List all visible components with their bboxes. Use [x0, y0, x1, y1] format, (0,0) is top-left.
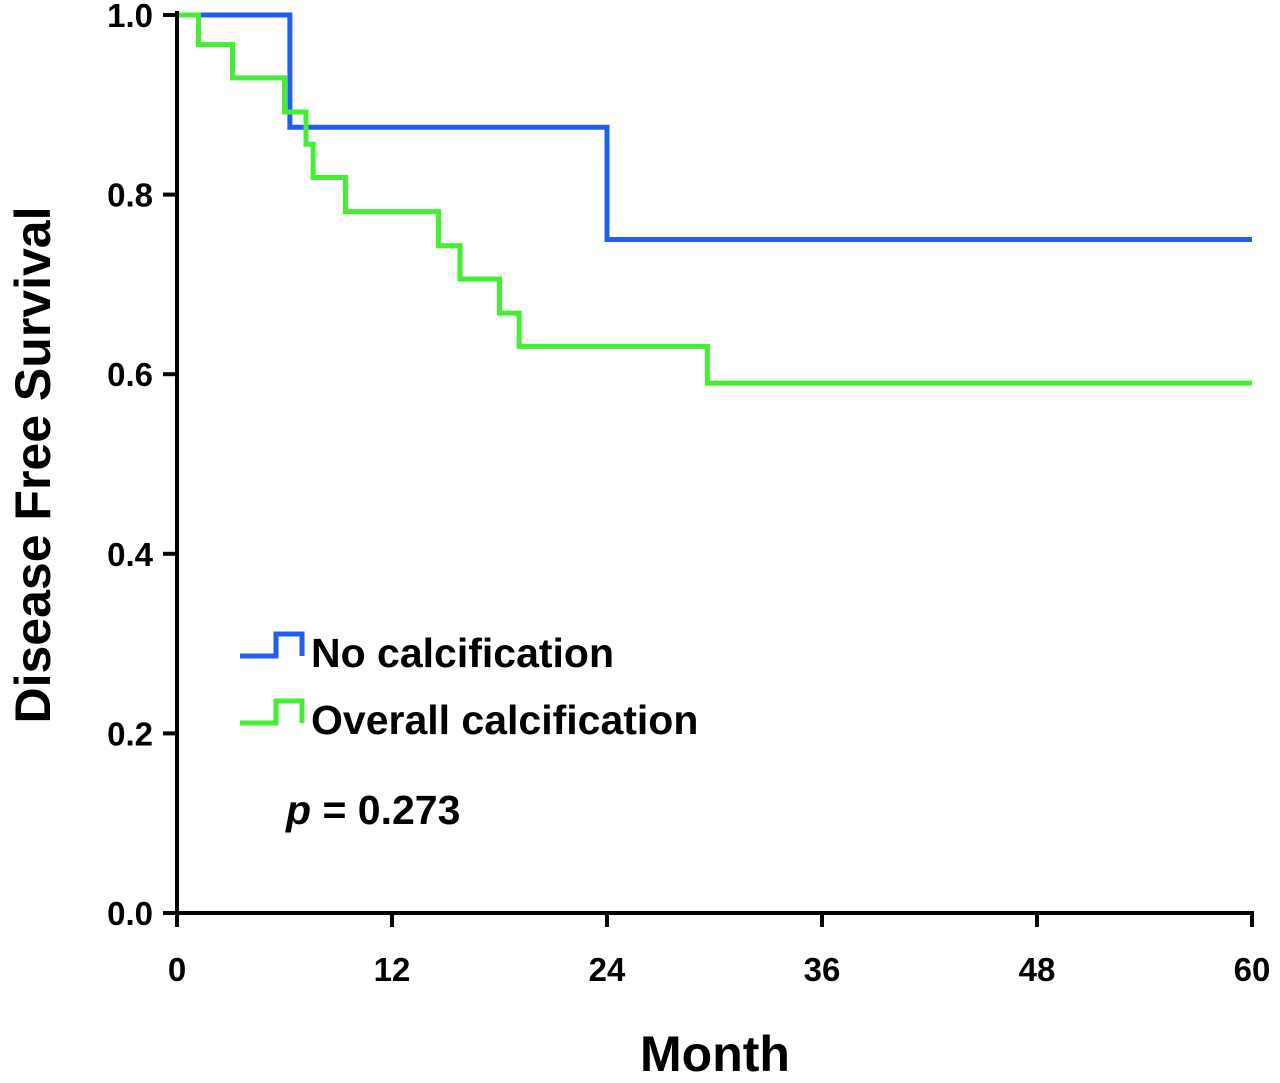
- p-value-text: = 0.273: [311, 787, 460, 833]
- legend-symbol-2: [240, 698, 305, 726]
- p-value-annotation: p = 0.273: [285, 787, 460, 833]
- y-tick-label: 0.0: [107, 895, 153, 932]
- y-tick-label: 0.2: [107, 715, 153, 752]
- y-tick-label: 0.6: [107, 356, 153, 393]
- y-tick-label: 1.0: [107, 0, 153, 34]
- x-tick-label: 48: [1019, 951, 1056, 988]
- legend-label-1: No calcification: [311, 630, 614, 676]
- x-tick-label: 36: [804, 951, 841, 988]
- p-value-symbol: p: [285, 787, 311, 833]
- x-tick-label: 12: [374, 951, 411, 988]
- x-tick-label: 60: [1234, 951, 1271, 988]
- x-tick-label: 0: [168, 951, 186, 988]
- y-tick-label: 0.4: [107, 536, 154, 573]
- series-line-2: [177, 12, 1252, 386]
- y-tick-label: 0.8: [107, 177, 153, 214]
- series-line-1: [177, 12, 1252, 242]
- legend-label-2: Overall calcification: [311, 697, 698, 743]
- x-tick-label: 24: [589, 951, 626, 988]
- legend-symbol-1: [240, 631, 305, 659]
- y-axis-title: Disease Free Survival: [5, 207, 61, 724]
- x-axis-title: Month: [640, 1026, 790, 1078]
